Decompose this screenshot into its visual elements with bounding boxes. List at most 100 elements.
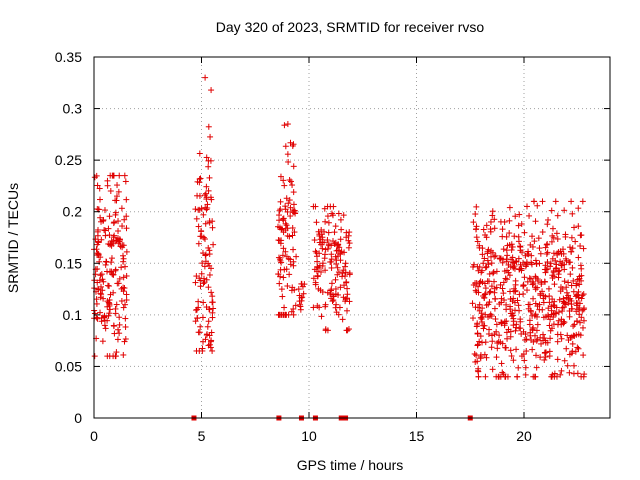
data-point [558, 335, 565, 342]
data-point [319, 239, 326, 246]
data-point [517, 244, 524, 251]
data-point [318, 313, 325, 320]
data-point [480, 260, 487, 267]
data-point [503, 276, 510, 283]
data-point [484, 278, 491, 285]
data-point [195, 206, 202, 213]
data-point [551, 281, 558, 288]
data-point [99, 338, 106, 345]
data-point [203, 183, 210, 190]
data-point [578, 295, 585, 302]
data-point [289, 182, 296, 189]
data-point [209, 224, 216, 231]
data-point [344, 295, 351, 302]
data-point [574, 291, 581, 298]
data-point [474, 342, 481, 349]
data-point [209, 314, 216, 321]
data-point [488, 332, 495, 339]
data-point [290, 258, 297, 265]
data-point [516, 211, 523, 218]
data-point [277, 198, 284, 205]
data-point [504, 267, 511, 274]
data-point [332, 239, 339, 246]
data-point [484, 257, 491, 264]
data-point [315, 285, 322, 292]
data-point [556, 296, 563, 303]
data-point [112, 353, 119, 360]
data-point [99, 276, 106, 283]
data-point [491, 289, 498, 296]
data-point [564, 332, 571, 339]
data-point [540, 299, 547, 306]
data-point [473, 289, 480, 296]
data-point [106, 310, 113, 317]
y-tick-label: 0.05 [55, 358, 82, 374]
data-point [571, 224, 578, 231]
data-point [494, 345, 501, 352]
data-point [492, 295, 499, 302]
data-point [510, 357, 517, 364]
data-point [552, 198, 559, 205]
data-point [192, 206, 199, 213]
data-point [561, 278, 568, 285]
data-point [491, 278, 498, 285]
data-point [506, 272, 513, 279]
data-point [203, 206, 210, 213]
data-point [539, 337, 546, 344]
data-point [577, 242, 584, 249]
data-point [579, 307, 586, 314]
data-point [476, 301, 483, 308]
data-point [476, 242, 483, 249]
data-point [207, 265, 214, 272]
data-point [202, 252, 209, 259]
data-point [569, 264, 576, 271]
data-point [572, 348, 579, 355]
data-point [312, 248, 319, 255]
data-point [284, 151, 291, 158]
data-point [579, 324, 586, 331]
data-point [202, 220, 209, 227]
data-point [209, 347, 216, 354]
data-point [118, 297, 125, 304]
data-point [485, 301, 492, 308]
data-point [340, 212, 347, 219]
data-point [332, 285, 339, 292]
data-point [203, 276, 210, 283]
data-point [316, 304, 323, 311]
data-point [203, 332, 210, 339]
data-point [122, 301, 129, 308]
data-point [207, 344, 214, 351]
data-point [541, 356, 548, 363]
data-point [278, 286, 285, 293]
data-point [500, 279, 507, 286]
data-point [507, 333, 514, 340]
data-point [559, 260, 566, 267]
data-point [511, 233, 518, 240]
data-point [206, 341, 213, 348]
data-point [482, 264, 489, 271]
data-point [324, 327, 331, 334]
data-point [504, 252, 511, 259]
data-point [475, 373, 482, 380]
data-point [290, 189, 297, 196]
data-point [512, 258, 519, 265]
data-point [570, 277, 577, 284]
data-point [545, 313, 552, 320]
data-point [92, 271, 99, 278]
data-point [116, 172, 123, 179]
data-point [489, 366, 496, 373]
data-point [299, 294, 306, 301]
data-point [278, 226, 285, 233]
data-point [470, 263, 477, 270]
data-point [480, 226, 487, 233]
data-point [207, 194, 214, 201]
grid [94, 57, 610, 418]
data-point [314, 273, 321, 280]
data-point [530, 324, 537, 331]
data-point [473, 203, 480, 210]
data-point [288, 308, 295, 315]
data-point [94, 252, 101, 259]
data-point [538, 340, 545, 347]
data-point [505, 326, 512, 333]
data-point [299, 283, 306, 290]
